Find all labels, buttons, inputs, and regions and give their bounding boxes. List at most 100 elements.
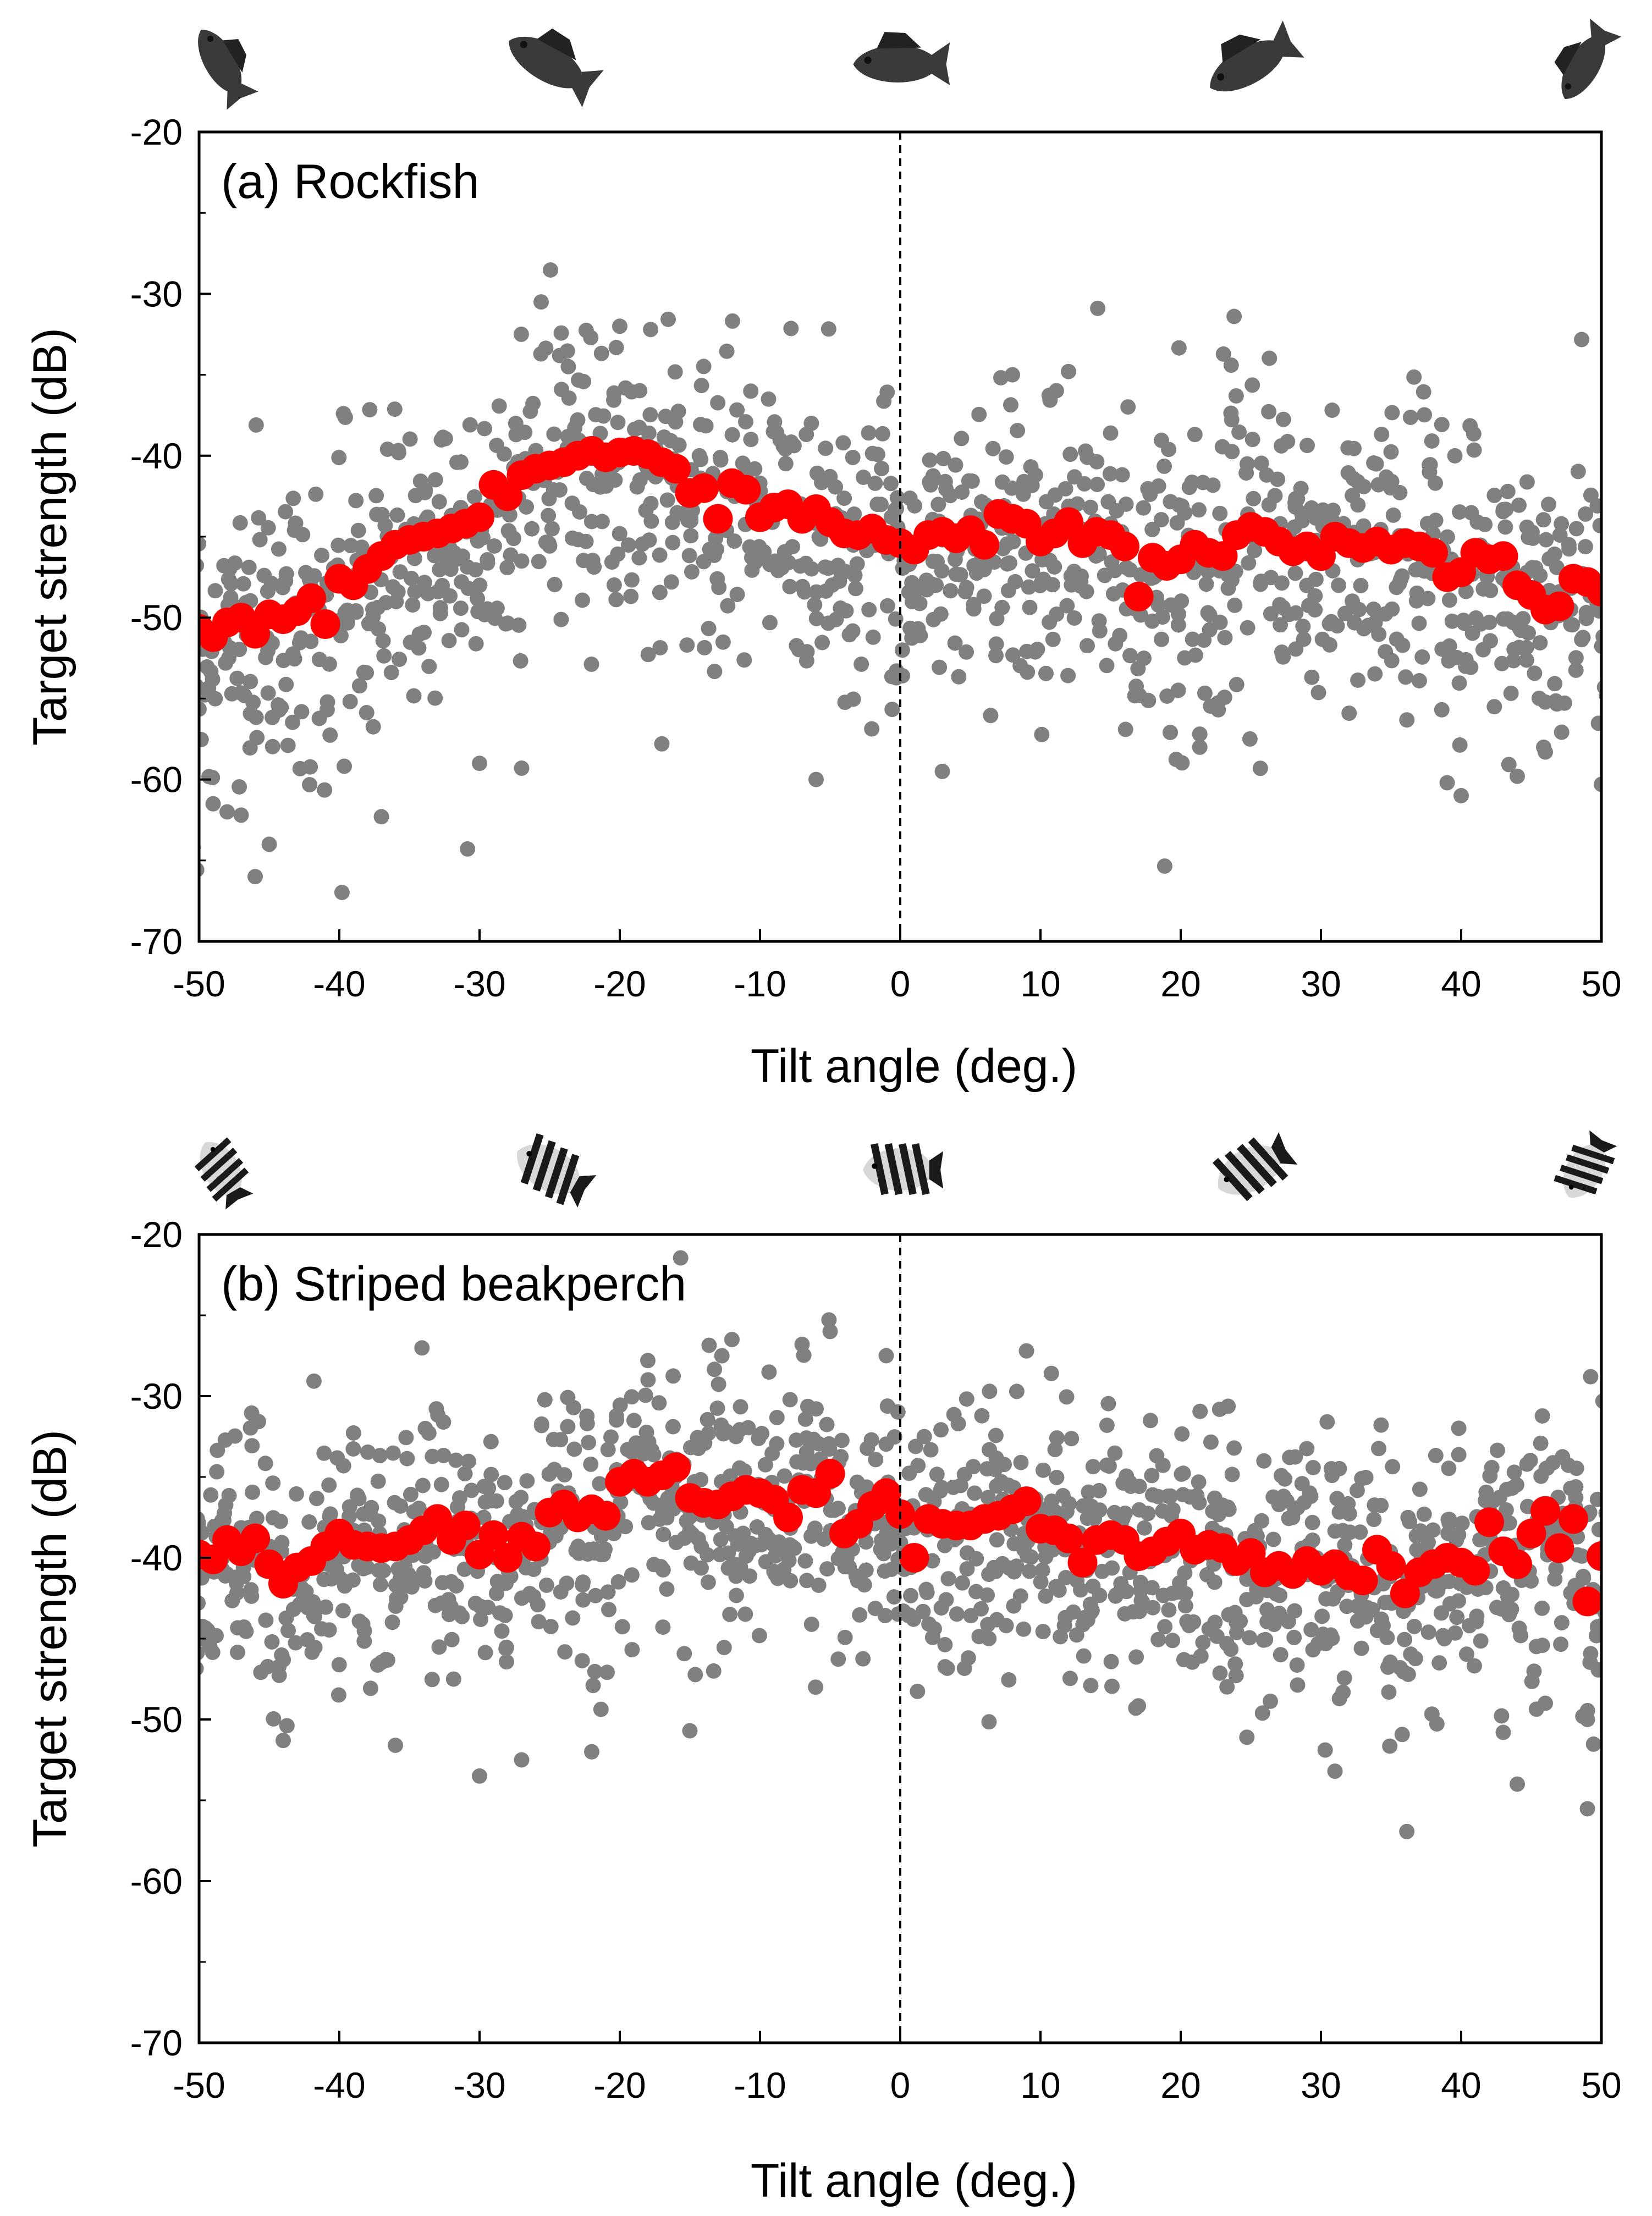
scatter-point [1424,433,1440,449]
scatter-point [1128,1649,1144,1665]
scatter-point [987,1462,1003,1478]
scatter-point [229,670,245,686]
scatter-point [477,1645,493,1661]
scatter-point [322,1506,338,1522]
scatter-point [803,415,819,431]
scatter-point [1229,676,1244,692]
scatter-point [1254,1705,1270,1721]
scatter-point [513,1490,529,1506]
scatter-point [818,440,834,456]
scatter-point [1060,668,1076,683]
scatter-point [1025,563,1040,579]
scatter-point [1441,1460,1457,1476]
y-tick-label: -20 [130,1214,183,1255]
scatter-point [951,669,967,685]
scatter-point [345,1425,361,1441]
scatter-point [1325,503,1341,519]
mean-point [1208,541,1238,571]
scatter-point [499,560,515,576]
scatter-point [1310,1636,1326,1652]
scatter-point [901,1608,917,1624]
scatter-point [1331,1460,1347,1476]
mean-point [970,530,999,560]
scatter-point [889,501,905,517]
scatter-point [1265,1531,1281,1547]
x-tick-label: -50 [173,2065,225,2105]
mean-point [1502,1549,1532,1579]
scatter-point [331,1687,346,1703]
scatter-point [1406,1618,1422,1634]
scatter-point [483,1434,499,1449]
panel-rockfish: -20 -30 -40 -50 -60 -70 -50 -40 -30 -20 -10 0 10 20 3… [24,18,1622,1093]
fish-stripe [1212,1157,1253,1201]
scatter-point [596,1546,612,1562]
scatter-point [934,1480,950,1496]
scatter-point [624,1389,640,1405]
scatter-point [1154,432,1169,448]
scatter-point [1546,546,1562,562]
scatter-point [1308,571,1324,587]
scatter-point [1511,1620,1527,1636]
scatter-point [1137,1520,1152,1536]
scatter-point [835,435,851,451]
scatter-point [1144,522,1160,537]
scatter-outlier-point [822,1324,838,1339]
y-tick-label: -50 [130,597,183,638]
scatter-point [1288,605,1304,621]
scatter-point [1089,477,1105,492]
scatter-point [769,1409,785,1425]
scatter-point [904,630,920,646]
scatter-point [1416,1506,1432,1522]
scatter-point [933,1422,949,1438]
scatter-point [1262,350,1277,366]
scatter-point [1576,1569,1591,1584]
scatter-point [421,659,437,674]
scatter-point [1385,1459,1401,1475]
scatter-point [976,588,992,604]
scatter-point [1589,1491,1601,1507]
scatter-point [307,1608,323,1624]
scatter-point [921,1616,937,1632]
scatter-point [1174,593,1190,609]
scatter-point [922,474,938,490]
scatter-point [667,364,683,380]
scatter-point [918,1487,934,1503]
scatter-point [1150,597,1166,613]
scatter-point [797,1553,813,1569]
scatter-point [1027,467,1043,483]
scatter-point [883,476,899,492]
scatter-point [1506,653,1522,669]
scatter-point [1224,1467,1240,1482]
scatter-point [1494,655,1510,671]
scatter-point [600,1584,616,1600]
mean-point [450,1511,481,1541]
y-tick-label: -50 [130,1699,183,1740]
scatter-point [487,538,502,554]
scatter-point [1044,577,1060,593]
scatter-point [930,497,946,512]
scatter-point [260,1658,276,1674]
scatter-point [264,1634,280,1650]
mean-point [1460,1556,1490,1586]
scatter-point [1473,1633,1489,1649]
scatter-point [1034,726,1050,742]
scatter-point [1411,673,1427,688]
scatter-point [1590,715,1601,731]
scatter-point [1518,640,1534,655]
scatter-point [244,1438,260,1454]
scatter-point [903,1587,918,1603]
scatter-point [384,1614,400,1630]
scatter-point [1015,486,1031,502]
scatter-point [894,642,910,658]
scatter-point [708,530,724,546]
rockfish-icon-tilt-25 [1210,20,1304,92]
scatter-point [1117,1506,1133,1522]
scatter-point [593,1701,609,1717]
scatter-point [1006,1564,1022,1580]
scatter-point [221,1487,237,1503]
scatter-point [1354,1470,1370,1486]
scatter-point [1073,568,1089,584]
fish-eye [526,1151,532,1157]
scatter-point [1001,1672,1017,1688]
scatter-point [1099,1418,1115,1433]
